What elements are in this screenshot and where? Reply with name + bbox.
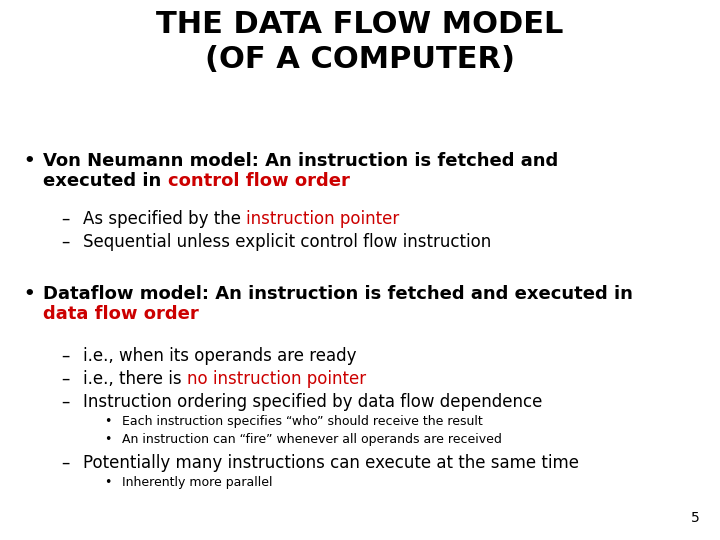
Text: •: • [23, 285, 35, 303]
Text: instruction pointer: instruction pointer [246, 210, 400, 228]
Text: Potentially many instructions can execute at the same time: Potentially many instructions can execut… [83, 454, 579, 472]
Text: Dataflow model: An instruction is fetched and executed in: Dataflow model: An instruction is fetche… [43, 285, 633, 303]
Text: THE DATA FLOW MODEL
(OF A COMPUTER): THE DATA FLOW MODEL (OF A COMPUTER) [156, 10, 564, 74]
Text: no instruction pointer: no instruction pointer [186, 370, 366, 388]
Text: executed in: executed in [43, 172, 168, 190]
Text: –: – [61, 454, 70, 472]
Text: 5: 5 [691, 511, 700, 525]
Text: –: – [61, 347, 70, 365]
Text: –: – [61, 370, 70, 388]
Text: control flow order: control flow order [168, 172, 350, 190]
Text: data flow order: data flow order [43, 305, 199, 323]
Text: Each instruction specifies “who” should receive the result: Each instruction specifies “who” should … [122, 415, 483, 428]
Text: •: • [104, 415, 112, 428]
Text: i.e., there is: i.e., there is [83, 370, 186, 388]
Text: Instruction ordering specified by data flow dependence: Instruction ordering specified by data f… [83, 393, 542, 411]
Text: –: – [61, 233, 70, 251]
Text: An instruction can “fire” whenever all operands are received: An instruction can “fire” whenever all o… [122, 433, 503, 446]
Text: –: – [61, 393, 70, 411]
Text: i.e., when its operands are ready: i.e., when its operands are ready [83, 347, 356, 365]
Text: Von Neumann model: An instruction is fetched and: Von Neumann model: An instruction is fet… [43, 152, 559, 170]
Text: Sequential unless explicit control flow instruction: Sequential unless explicit control flow … [83, 233, 491, 251]
Text: •: • [23, 152, 35, 170]
Text: As specified by the: As specified by the [83, 210, 246, 228]
Text: •: • [104, 476, 112, 489]
Text: –: – [61, 210, 70, 228]
Text: •: • [104, 433, 112, 446]
Text: Inherently more parallel: Inherently more parallel [122, 476, 273, 489]
